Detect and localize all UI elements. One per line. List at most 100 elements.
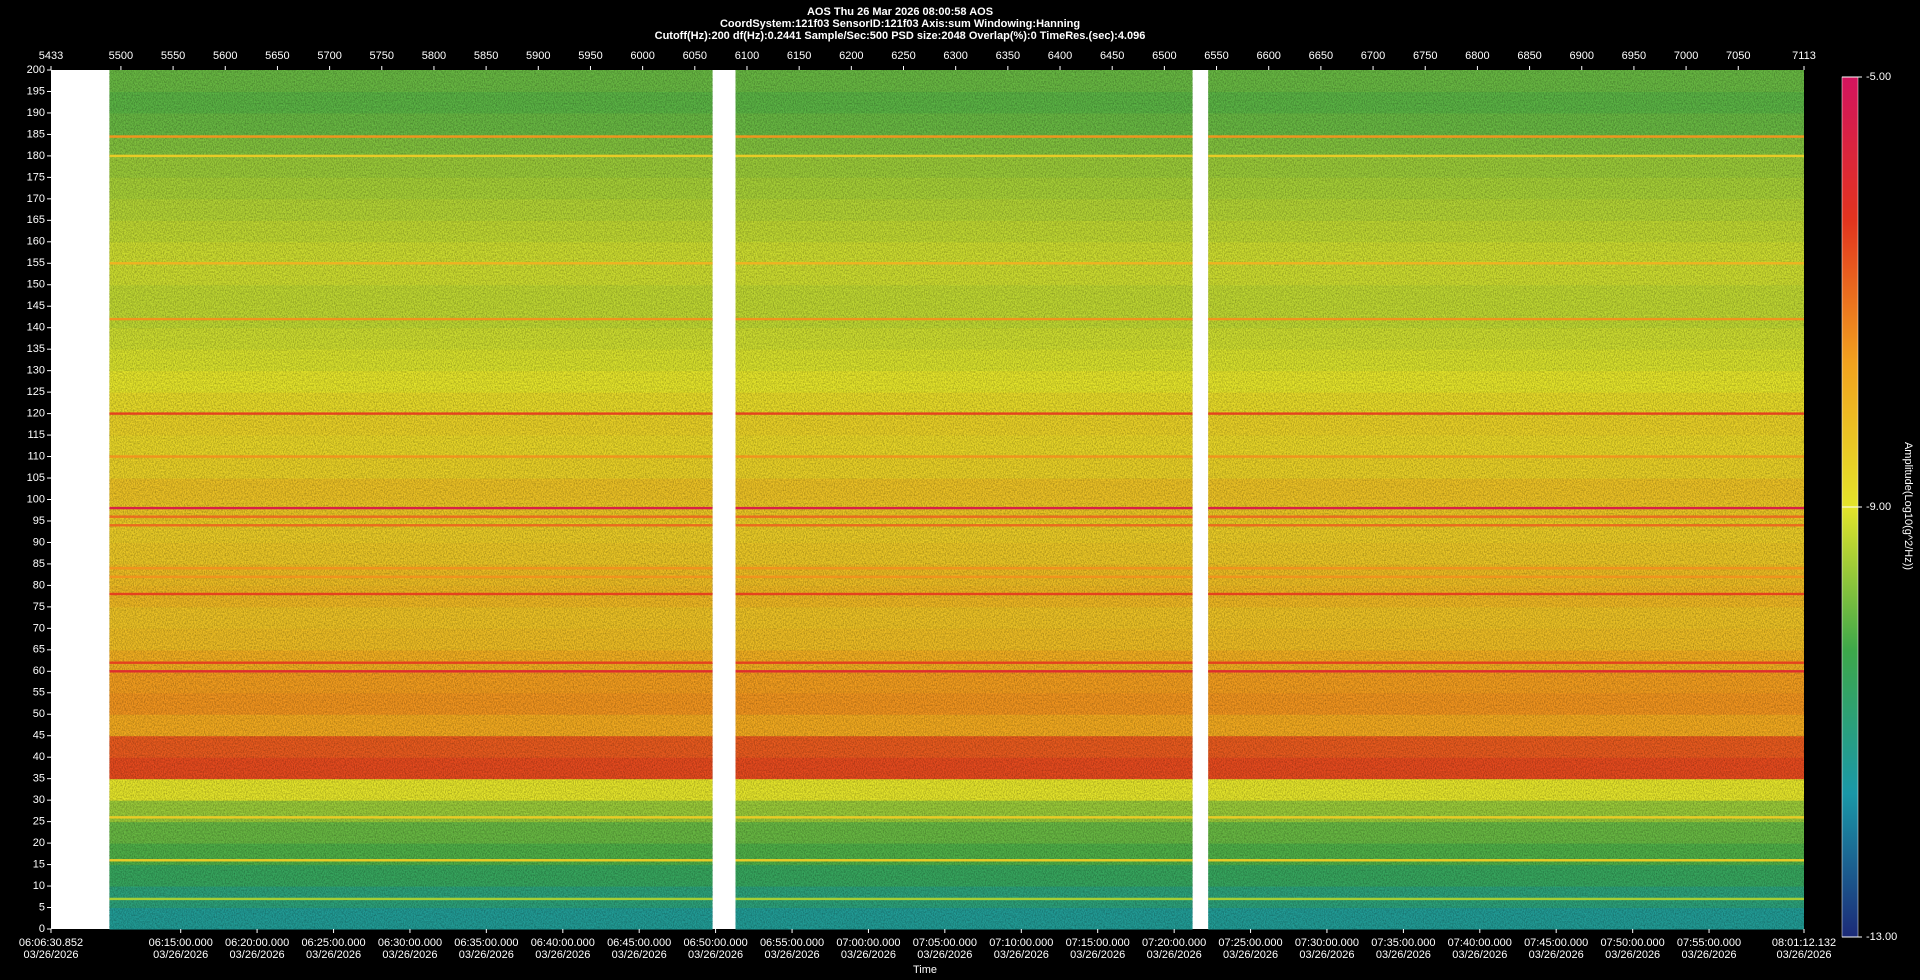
x-tick-label: 5700 <box>317 50 341 62</box>
spectral-line <box>735 592 1193 596</box>
chart-subtitle: CoordSystem:121f03 SensorID:121f03 Axis:… <box>720 18 1080 30</box>
x-tick-label: 6750 <box>1413 50 1437 62</box>
y-tick-label: 95 <box>33 515 45 527</box>
x-tick-label: 6150 <box>787 50 811 62</box>
x-tick-label: 5850 <box>474 50 498 62</box>
x-tick-label: 6350 <box>996 50 1020 62</box>
spectral-line <box>1208 515 1804 518</box>
time-tick-label: 07:30:00.000 <box>1295 937 1359 949</box>
x-tick-label: 6050 <box>683 50 707 62</box>
y-tick-label: 145 <box>27 300 45 312</box>
spectral-line <box>1208 661 1804 664</box>
spectral-line <box>1208 897 1804 901</box>
y-tick-label: 190 <box>27 107 45 119</box>
x-tick-label: 6950 <box>1622 50 1646 62</box>
colorbar-tick-label: -5.00 <box>1866 71 1891 83</box>
y-tick-label: 55 <box>33 687 45 699</box>
spectral-line <box>1208 317 1804 321</box>
y-tick-label: 165 <box>27 214 45 226</box>
y-tick-label: 30 <box>33 794 45 806</box>
y-tick-label: 115 <box>27 429 45 441</box>
spectral-line <box>109 455 713 458</box>
chart-title: AOS Thu 26 Mar 2026 08:00:58 AOS <box>807 6 993 18</box>
time-tick-date: 03/26/2026 <box>23 949 78 961</box>
time-tick-date: 03/26/2026 <box>841 949 896 961</box>
time-tick-label: 06:25:00.000 <box>301 937 365 949</box>
y-tick-label: 85 <box>33 558 45 570</box>
spectral-line <box>735 567 1193 570</box>
y-tick-label: 40 <box>33 751 45 763</box>
time-tick-label: 06:06:30.852 <box>19 937 83 949</box>
spectral-line <box>735 897 1193 901</box>
time-tick-date: 03/26/2026 <box>1452 949 1507 961</box>
x-tick-label: 6500 <box>1152 50 1176 62</box>
spectral-line <box>735 412 1193 415</box>
x-tick-label: 5550 <box>161 50 185 62</box>
x-tick-label: 6650 <box>1309 50 1333 62</box>
time-tick-date: 03/26/2026 <box>1682 949 1737 961</box>
time-tick-date: 03/26/2026 <box>1223 949 1278 961</box>
spectral-line <box>735 524 1193 527</box>
x-axis-label: Time <box>913 964 937 976</box>
y-tick-label: 50 <box>33 708 45 720</box>
spectral-line <box>735 455 1193 458</box>
spectral-line <box>109 524 713 527</box>
spectral-line <box>1208 262 1804 265</box>
spectral-line <box>109 262 713 265</box>
y-tick-label: 35 <box>33 773 45 785</box>
spectral-line <box>109 506 713 510</box>
y-tick-label: 45 <box>33 730 45 742</box>
time-tick-date: 03/26/2026 <box>917 949 972 961</box>
y-tick-label: 175 <box>27 171 45 183</box>
x-tick-label: 6300 <box>943 50 967 62</box>
spectral-line <box>735 135 1193 138</box>
y-tick-label: 195 <box>27 85 45 97</box>
time-tick-label: 07:20:00.000 <box>1142 937 1206 949</box>
time-tick-date: 03/26/2026 <box>688 949 743 961</box>
spectral-line <box>109 412 713 415</box>
y-tick-label: 65 <box>33 644 45 656</box>
time-tick-label: 07:25:00.000 <box>1218 937 1282 949</box>
x-tick-label: 7000 <box>1674 50 1698 62</box>
y-tick-label: 160 <box>27 236 45 248</box>
x-tick-label: 6000 <box>630 50 654 62</box>
time-tick-date: 03/26/2026 <box>1299 949 1354 961</box>
x-tick-label: 6600 <box>1256 50 1280 62</box>
spectral-line <box>735 506 1193 510</box>
x-tick-label: 6550 <box>1204 50 1228 62</box>
time-tick-label: 07:55:00.000 <box>1677 937 1741 949</box>
x-tick-label: 6100 <box>735 50 759 62</box>
spectral-line <box>109 592 713 596</box>
x-tick-label: 7113 <box>1792 50 1816 62</box>
colorbar-label: Amplitude(Log10(g^2/Hz)) <box>1902 442 1914 570</box>
time-tick-label: 07:45:00.000 <box>1524 937 1588 949</box>
y-tick-label: 125 <box>27 386 45 398</box>
time-tick-label: 06:35:00.000 <box>454 937 518 949</box>
spectral-line <box>109 317 713 321</box>
spectral-line <box>109 859 713 862</box>
time-tick-date: 03/26/2026 <box>1529 949 1584 961</box>
time-tick-label: 07:15:00.000 <box>1066 937 1130 949</box>
time-tick-label: 06:45:00.000 <box>607 937 671 949</box>
x-tick-label: 6200 <box>839 50 863 62</box>
time-tick-label: 06:15:00.000 <box>149 937 213 949</box>
spectral-line <box>109 670 713 673</box>
time-tick-label: 06:55:00.000 <box>760 937 824 949</box>
spectral-line <box>1208 859 1804 862</box>
time-tick-label: 06:50:00.000 <box>683 937 747 949</box>
y-tick-label: 10 <box>33 880 45 892</box>
x-tick-label: 6900 <box>1570 50 1594 62</box>
chart-subtitle: Cutoff(Hz):200 df(Hz):0.2441 Sample/Sec:… <box>655 30 1146 42</box>
time-tick-date: 03/26/2026 <box>1147 949 1202 961</box>
time-tick-label: 06:30:00.000 <box>378 937 442 949</box>
time-tick-date: 03/26/2026 <box>153 949 208 961</box>
y-tick-label: 0 <box>39 923 45 935</box>
time-tick-date: 03/26/2026 <box>1376 949 1431 961</box>
spectral-line <box>109 567 713 570</box>
y-tick-label: 100 <box>27 493 45 505</box>
y-tick-label: 150 <box>27 279 45 291</box>
spectral-line <box>1208 154 1804 158</box>
y-tick-label: 170 <box>27 193 45 205</box>
spectral-line <box>735 816 1193 819</box>
spectral-line <box>1208 816 1804 819</box>
